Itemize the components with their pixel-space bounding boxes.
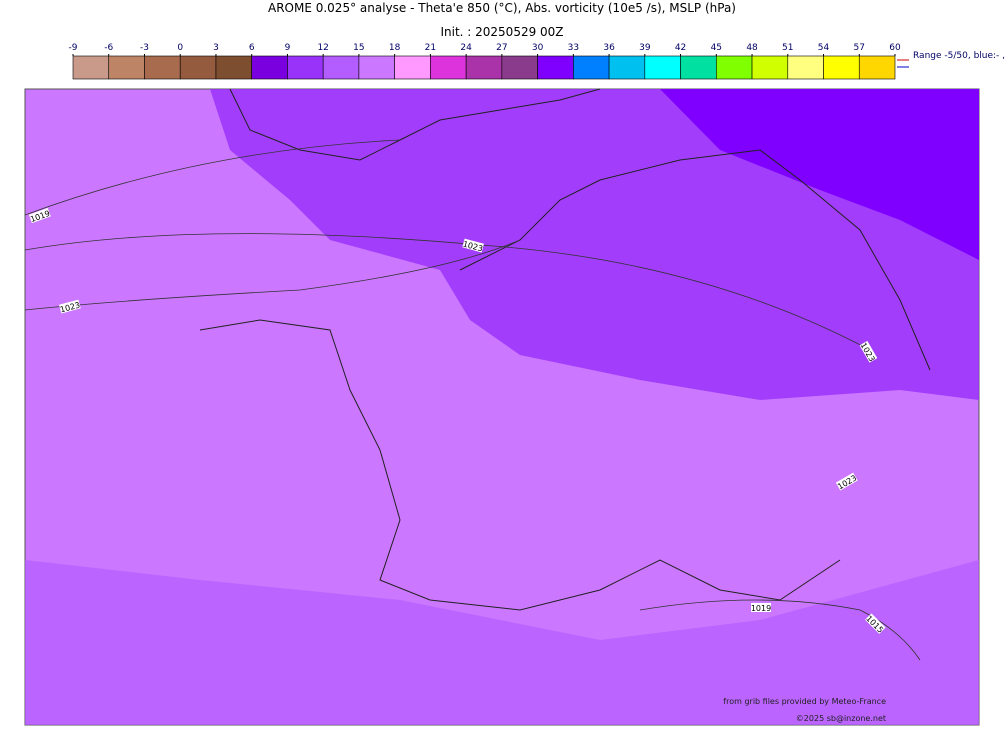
isobar-label-bg: [59, 299, 81, 314]
subtitle: Init. : 20250529 00Z: [440, 25, 563, 39]
colorbar-segment: [537, 55, 574, 80]
colorbar-tick-label: 27: [496, 43, 507, 53]
colorbar-segment: [287, 55, 324, 80]
colorbar-segment: [573, 55, 610, 80]
colorbar-segment: [322, 55, 360, 80]
isobar-label-bg: [28, 207, 51, 224]
colorbar-segment: [787, 55, 824, 80]
colorbar-segment: [251, 55, 288, 80]
colorbar-segment: [465, 55, 503, 80]
colorbar-tick-label: -3: [140, 43, 149, 53]
isobar-label: 1019: [751, 604, 771, 613]
colorbar-tick-label: 57: [854, 43, 865, 53]
colorbar-segment: [644, 55, 681, 80]
colorbar-tick-label: 12: [317, 43, 328, 53]
coastline: [199, 319, 841, 611]
colorbar-segment: [823, 55, 860, 80]
colorbar-tick-label: 9: [285, 43, 291, 53]
colorbar-tick-label: 30: [532, 43, 544, 53]
title: AROME 0.025° analyse - Theta'e 850 (°C),…: [268, 1, 736, 15]
colorbar-tick-label: 36: [603, 43, 615, 53]
colorbar-tick-label: 24: [460, 43, 472, 53]
credit: from grib files provided by Meteo-France: [723, 697, 886, 706]
colorbar-tick-label: 60: [889, 43, 901, 53]
colorbar-segment: [215, 55, 252, 80]
isobar-label-bg: [865, 613, 886, 634]
range-note: Range -5/50, blue:- , r: [913, 51, 1005, 61]
isobar: [639, 599, 921, 661]
colorbar-segment: [858, 55, 896, 80]
isobar-label-bg: [859, 340, 878, 363]
colorbar-segment: [430, 55, 467, 80]
colorbar-tick-label: 39: [639, 43, 651, 53]
border: [459, 149, 931, 371]
colorbar-segment: [751, 55, 789, 80]
isobar-label-bg: [462, 238, 484, 253]
colorbar-segment: [108, 55, 145, 80]
colorbar-tick-label: -6: [104, 43, 113, 53]
colorbar-tick-label: 21: [425, 43, 436, 53]
colorbar-segment: [608, 55, 646, 80]
colorbar-tick-label: 0: [177, 43, 183, 53]
colorbar-tick-label: 3: [213, 43, 219, 53]
colorbar-tick-label: 15: [353, 43, 364, 53]
colorbar-segment: [72, 55, 110, 80]
colorbar-tick-label: 45: [711, 43, 722, 53]
colorbar-tick-label: 54: [818, 43, 830, 53]
colorbar-segment: [680, 55, 717, 80]
colorbar-segment: [501, 55, 538, 80]
colorbar-tick-label: -9: [69, 43, 78, 53]
isobar-label-bg: [751, 603, 771, 612]
colorbar-tick-label: 18: [389, 43, 401, 53]
colorbar-tick-label: 48: [746, 43, 758, 53]
isobar-label-bg: [835, 472, 858, 491]
region: [25, 560, 979, 725]
colorbar-segment: [716, 55, 753, 80]
isobar: [24, 239, 521, 311]
region: [660, 89, 979, 260]
colorbar-segment: [179, 55, 217, 80]
colorbar-segment: [358, 55, 395, 80]
colorbar-tick-label: 33: [568, 43, 579, 53]
colorbar-tick-label: 6: [249, 43, 255, 53]
isobar: [24, 139, 401, 216]
map-area: [24, 88, 980, 726]
colorbar-segment: [144, 55, 181, 80]
colorbar-tick-label: 42: [675, 43, 686, 53]
colorbar-tick-label: 51: [782, 43, 793, 53]
colorbar-segment: [394, 55, 431, 80]
credit: ©2025 sb@inzone.net: [796, 714, 886, 723]
